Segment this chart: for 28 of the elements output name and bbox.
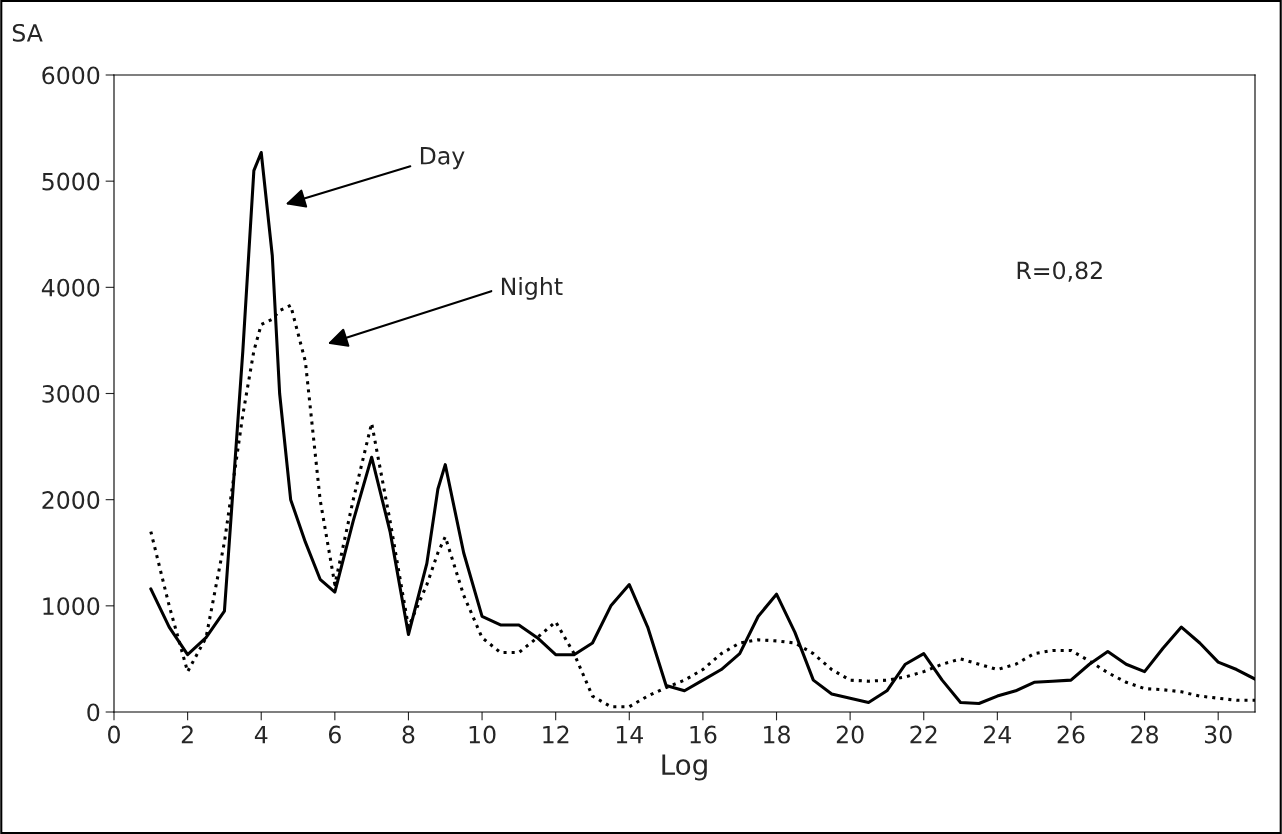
annotation: R=0,82: [1017, 261, 1102, 282]
y-tick-label: 3000: [42, 384, 100, 403]
x-tick-label: 26: [1057, 725, 1085, 744]
y-tick-label: 4000: [41, 278, 100, 297]
x-tick-label: 0: [108, 725, 120, 744]
y-tick-label: 5000: [42, 172, 100, 191]
x-tick-label: 10: [469, 725, 496, 744]
x-tick-label: 22: [910, 725, 937, 744]
x-tick-label: 6: [328, 725, 341, 744]
x-tick-label: 12: [543, 725, 569, 744]
x-tick-label: 28: [1131, 725, 1158, 744]
y-tick-label: 1000: [43, 597, 100, 616]
annotation: Night: [501, 276, 563, 300]
y-tick-label: 2000: [42, 491, 100, 509]
y-axis-title: SA: [12, 23, 43, 42]
x-axis-title: Log: [662, 754, 707, 781]
y-tick-label: 0: [87, 703, 100, 722]
x-tick-label: 16: [690, 725, 717, 744]
x-tick-label: 20: [836, 725, 864, 744]
x-tick-label: 18: [764, 725, 790, 744]
x-tick-label: 4: [254, 725, 268, 744]
x-tick-label: 8: [402, 725, 415, 744]
x-tick-label: 2: [181, 725, 193, 744]
x-tick-label: 30: [1204, 725, 1232, 744]
annotation: Day: [420, 147, 465, 170]
x-tick-label: 24: [984, 725, 1012, 744]
y-tick-label: 6000: [42, 66, 100, 85]
x-tick-label: 14: [616, 725, 643, 744]
